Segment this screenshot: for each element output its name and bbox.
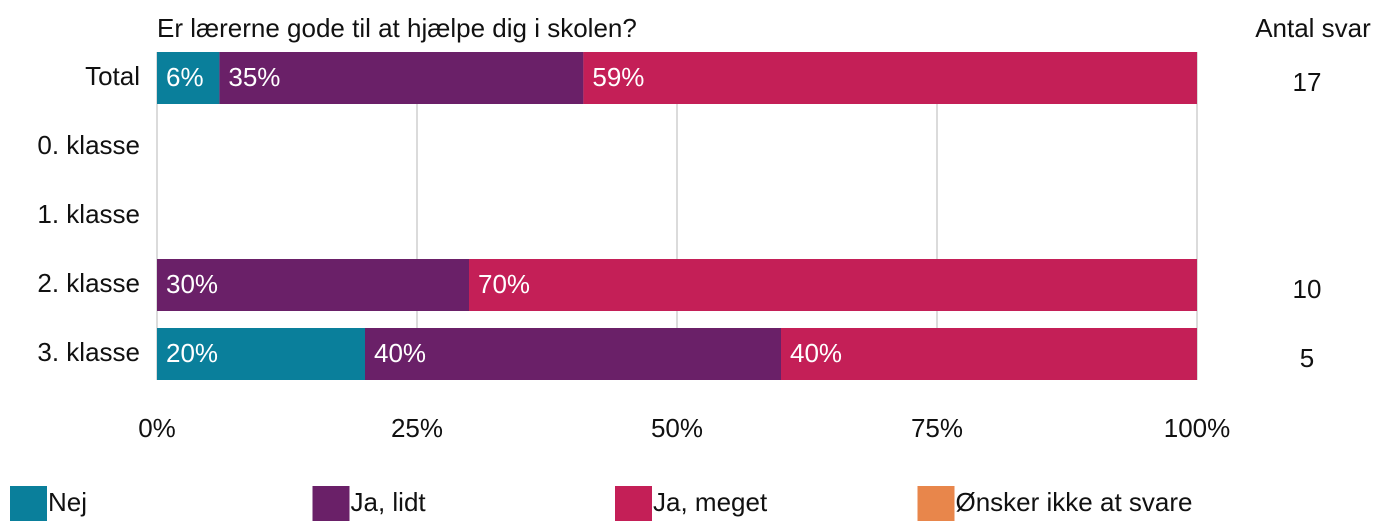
counts-header: Antal svar [1255,13,1371,43]
count-label: 17 [1293,67,1322,97]
y-tick-label: 1. klasse [37,199,140,229]
y-tick-label: 0. klasse [37,130,140,160]
value-label: 40% [374,338,426,368]
x-tick-label: 75% [911,413,963,443]
bar-segment [781,328,1197,380]
x-tick-label: 50% [651,413,703,443]
x-tick-label: 25% [391,413,443,443]
value-label: 30% [166,269,218,299]
legend-label: Ønsker ikke at svare [956,487,1193,517]
y-tick-label: 2. klasse [37,268,140,298]
value-label: 70% [478,269,530,299]
bar-segment [219,52,584,104]
x-tick-label: 0% [138,413,176,443]
value-label: 6% [166,62,204,92]
y-tick-label: Total [85,61,140,91]
chart-title: Er lærerne gode til at hjælpe dig i skol… [157,13,637,43]
bar-segment [469,259,1197,311]
count-label: 10 [1293,274,1322,304]
legend-label: Nej [48,487,87,517]
legend-swatch [312,486,350,521]
bar-segment [157,328,365,380]
legend-label: Ja, lidt [351,487,427,517]
count-label: 5 [1300,343,1314,373]
value-label: 40% [790,338,842,368]
legend-label: Ja, meget [653,487,768,517]
legend-swatch [917,486,955,521]
value-label: 20% [166,338,218,368]
bar-segment [365,328,781,380]
x-tick-label: 100% [1164,413,1231,443]
y-tick-label: 3. klasse [37,337,140,367]
bar-segment [583,52,1197,104]
value-label: 35% [228,62,280,92]
legend-swatch [10,486,47,521]
value-label: 59% [592,62,644,92]
bar-segment [157,259,469,311]
bar-segment [157,52,220,104]
legend-swatch [615,486,652,521]
